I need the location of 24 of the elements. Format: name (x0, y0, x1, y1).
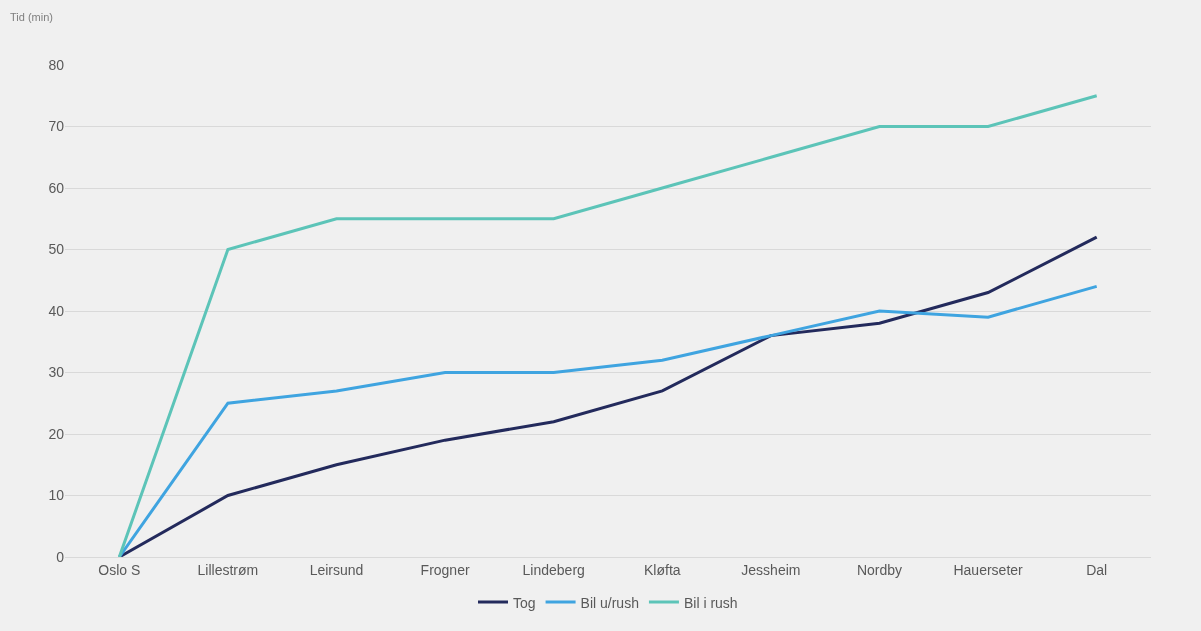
y-tick-label: 30 (48, 364, 65, 381)
x-tick-label: Dal (1086, 561, 1108, 578)
y-tick-label: 10 (48, 487, 65, 504)
y-tick-label: 50 (48, 241, 65, 258)
x-tick-label: Lindeberg (522, 561, 585, 578)
y-tick-label: 40 (48, 302, 65, 319)
y-axis-title: Tid (min) (10, 11, 53, 23)
x-tick-label: Lillestrøm (197, 561, 259, 578)
x-tick-label: Jessheim (741, 561, 801, 578)
legend-label: Tog (513, 594, 536, 611)
x-tick-label: Frogner (420, 561, 470, 578)
legend-label: Bil i rush (683, 594, 738, 611)
x-tick-label: Hauerseter (953, 561, 1024, 578)
y-tick-label: 70 (48, 118, 65, 135)
y-tick-label: 20 (48, 425, 65, 442)
legend-label: Bil u/rush (580, 594, 639, 611)
x-tick-label: Kløfta (644, 561, 681, 578)
x-tick-label: Nordby (856, 561, 903, 578)
line-series (117, 94, 1099, 557)
x-tick-label: Oslo S (98, 561, 141, 578)
y-tick-label: 0 (56, 548, 65, 565)
x-tick-label: Leirsund (309, 561, 364, 578)
y-tick-label: 80 (48, 56, 65, 73)
y-tick-label: 60 (48, 179, 65, 196)
